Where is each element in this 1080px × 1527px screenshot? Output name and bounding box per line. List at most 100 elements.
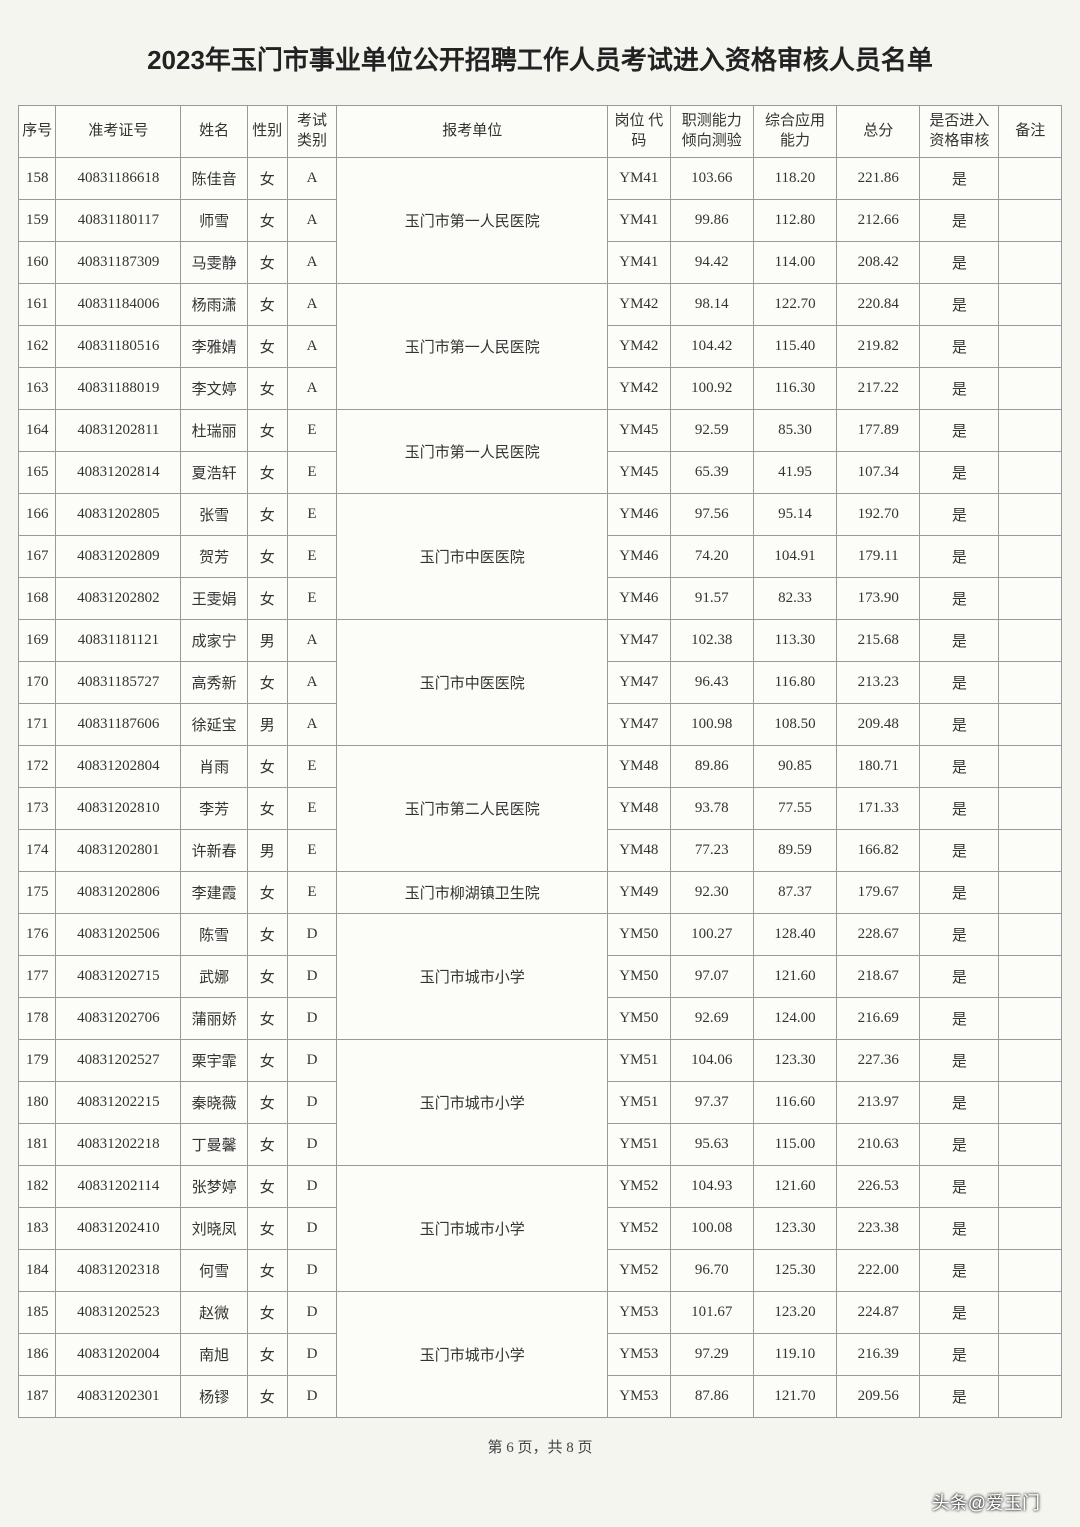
cell-score1: 100.98 bbox=[670, 704, 753, 746]
cell-unit: 玉门市城市小学 bbox=[337, 914, 608, 1040]
cell-postcode: YM42 bbox=[608, 284, 670, 326]
cell-postcode: YM48 bbox=[608, 746, 670, 788]
cell-total: 218.67 bbox=[837, 956, 920, 998]
cell-sex: 男 bbox=[247, 620, 287, 662]
cell-total: 221.86 bbox=[837, 158, 920, 200]
cell-name: 杨雨潇 bbox=[181, 284, 248, 326]
cell-score1: 100.27 bbox=[670, 914, 753, 956]
cell-score1: 104.06 bbox=[670, 1040, 753, 1082]
cell-examno: 40831202215 bbox=[56, 1082, 181, 1124]
cell-examno: 40831202806 bbox=[56, 872, 181, 914]
cell-seq: 174 bbox=[19, 830, 56, 872]
cell-name: 丁曼馨 bbox=[181, 1124, 248, 1166]
cell-pass: 是 bbox=[920, 830, 999, 872]
cell-name: 武娜 bbox=[181, 956, 248, 998]
cell-name: 陈佳音 bbox=[181, 158, 248, 200]
cell-note bbox=[999, 1250, 1062, 1292]
cell-seq: 185 bbox=[19, 1292, 56, 1334]
cell-score1: 92.69 bbox=[670, 998, 753, 1040]
cell-total: 166.82 bbox=[837, 830, 920, 872]
cell-total: 216.69 bbox=[837, 998, 920, 1040]
cell-postcode: YM50 bbox=[608, 998, 670, 1040]
cell-seq: 164 bbox=[19, 410, 56, 452]
cell-sex: 女 bbox=[247, 872, 287, 914]
cell-score1: 99.86 bbox=[670, 200, 753, 242]
cell-pass: 是 bbox=[920, 494, 999, 536]
cell-examno: 40831184006 bbox=[56, 284, 181, 326]
cell-total: 210.63 bbox=[837, 1124, 920, 1166]
cell-score2: 121.70 bbox=[753, 1376, 836, 1418]
cell-score2: 121.60 bbox=[753, 956, 836, 998]
cell-score2: 116.60 bbox=[753, 1082, 836, 1124]
cell-total: 226.53 bbox=[837, 1166, 920, 1208]
cell-unit: 玉门市中医医院 bbox=[337, 620, 608, 746]
cell-score2: 104.91 bbox=[753, 536, 836, 578]
header-pass: 是否进入 资格审核 bbox=[920, 106, 999, 158]
cell-postcode: YM53 bbox=[608, 1292, 670, 1334]
cell-seq: 187 bbox=[19, 1376, 56, 1418]
cell-examno: 40831202527 bbox=[56, 1040, 181, 1082]
cell-postcode: YM42 bbox=[608, 368, 670, 410]
cell-sex: 女 bbox=[247, 284, 287, 326]
cell-name: 王雯娟 bbox=[181, 578, 248, 620]
cell-score2: 114.00 bbox=[753, 242, 836, 284]
cell-postcode: YM52 bbox=[608, 1250, 670, 1292]
cell-sex: 女 bbox=[247, 326, 287, 368]
cell-category: A bbox=[287, 158, 337, 200]
cell-score2: 123.20 bbox=[753, 1292, 836, 1334]
cell-unit: 玉门市城市小学 bbox=[337, 1040, 608, 1166]
cell-score1: 96.70 bbox=[670, 1250, 753, 1292]
cell-sex: 女 bbox=[247, 158, 287, 200]
cell-category: D bbox=[287, 1082, 337, 1124]
cell-pass: 是 bbox=[920, 326, 999, 368]
cell-note bbox=[999, 1376, 1062, 1418]
cell-name: 肖雨 bbox=[181, 746, 248, 788]
header-row: 序号 准考证号 姓名 性别 考试 类别 报考单位 岗位 代码 职测能力 倾向测验… bbox=[19, 106, 1062, 158]
cell-score1: 96.43 bbox=[670, 662, 753, 704]
cell-score2: 119.10 bbox=[753, 1334, 836, 1376]
cell-seq: 180 bbox=[19, 1082, 56, 1124]
cell-pass: 是 bbox=[920, 620, 999, 662]
cell-note bbox=[999, 872, 1062, 914]
cell-score2: 124.00 bbox=[753, 998, 836, 1040]
cell-score2: 122.70 bbox=[753, 284, 836, 326]
cell-name: 蒲丽娇 bbox=[181, 998, 248, 1040]
cell-category: D bbox=[287, 1040, 337, 1082]
cell-total: 192.70 bbox=[837, 494, 920, 536]
cell-total: 177.89 bbox=[837, 410, 920, 452]
results-table: 序号 准考证号 姓名 性别 考试 类别 报考单位 岗位 代码 职测能力 倾向测验… bbox=[18, 105, 1062, 1418]
cell-name: 马雯静 bbox=[181, 242, 248, 284]
cell-total: 224.87 bbox=[837, 1292, 920, 1334]
cell-sex: 女 bbox=[247, 914, 287, 956]
cell-note bbox=[999, 1292, 1062, 1334]
cell-postcode: YM49 bbox=[608, 872, 670, 914]
cell-total: 213.97 bbox=[837, 1082, 920, 1124]
cell-score1: 104.93 bbox=[670, 1166, 753, 1208]
cell-seq: 176 bbox=[19, 914, 56, 956]
table-row: 17940831202527栗宇霏女D玉门市城市小学YM51104.06123.… bbox=[19, 1040, 1062, 1082]
cell-score1: 97.07 bbox=[670, 956, 753, 998]
cell-note bbox=[999, 914, 1062, 956]
cell-name: 刘晓凤 bbox=[181, 1208, 248, 1250]
cell-name: 赵微 bbox=[181, 1292, 248, 1334]
cell-score2: 116.30 bbox=[753, 368, 836, 410]
cell-score2: 89.59 bbox=[753, 830, 836, 872]
cell-name: 张雪 bbox=[181, 494, 248, 536]
cell-score2: 108.50 bbox=[753, 704, 836, 746]
cell-score1: 92.30 bbox=[670, 872, 753, 914]
cell-pass: 是 bbox=[920, 200, 999, 242]
cell-score2: 115.00 bbox=[753, 1124, 836, 1166]
cell-score2: 112.80 bbox=[753, 200, 836, 242]
cell-pass: 是 bbox=[920, 536, 999, 578]
cell-unit: 玉门市城市小学 bbox=[337, 1292, 608, 1418]
cell-name: 徐延宝 bbox=[181, 704, 248, 746]
cell-category: E bbox=[287, 872, 337, 914]
cell-note bbox=[999, 1124, 1062, 1166]
cell-score2: 128.40 bbox=[753, 914, 836, 956]
cell-seq: 163 bbox=[19, 368, 56, 410]
cell-examno: 40831202318 bbox=[56, 1250, 181, 1292]
header-sex: 性别 bbox=[247, 106, 287, 158]
cell-category: D bbox=[287, 1292, 337, 1334]
header-score2: 综合应用 能力 bbox=[753, 106, 836, 158]
cell-note bbox=[999, 410, 1062, 452]
